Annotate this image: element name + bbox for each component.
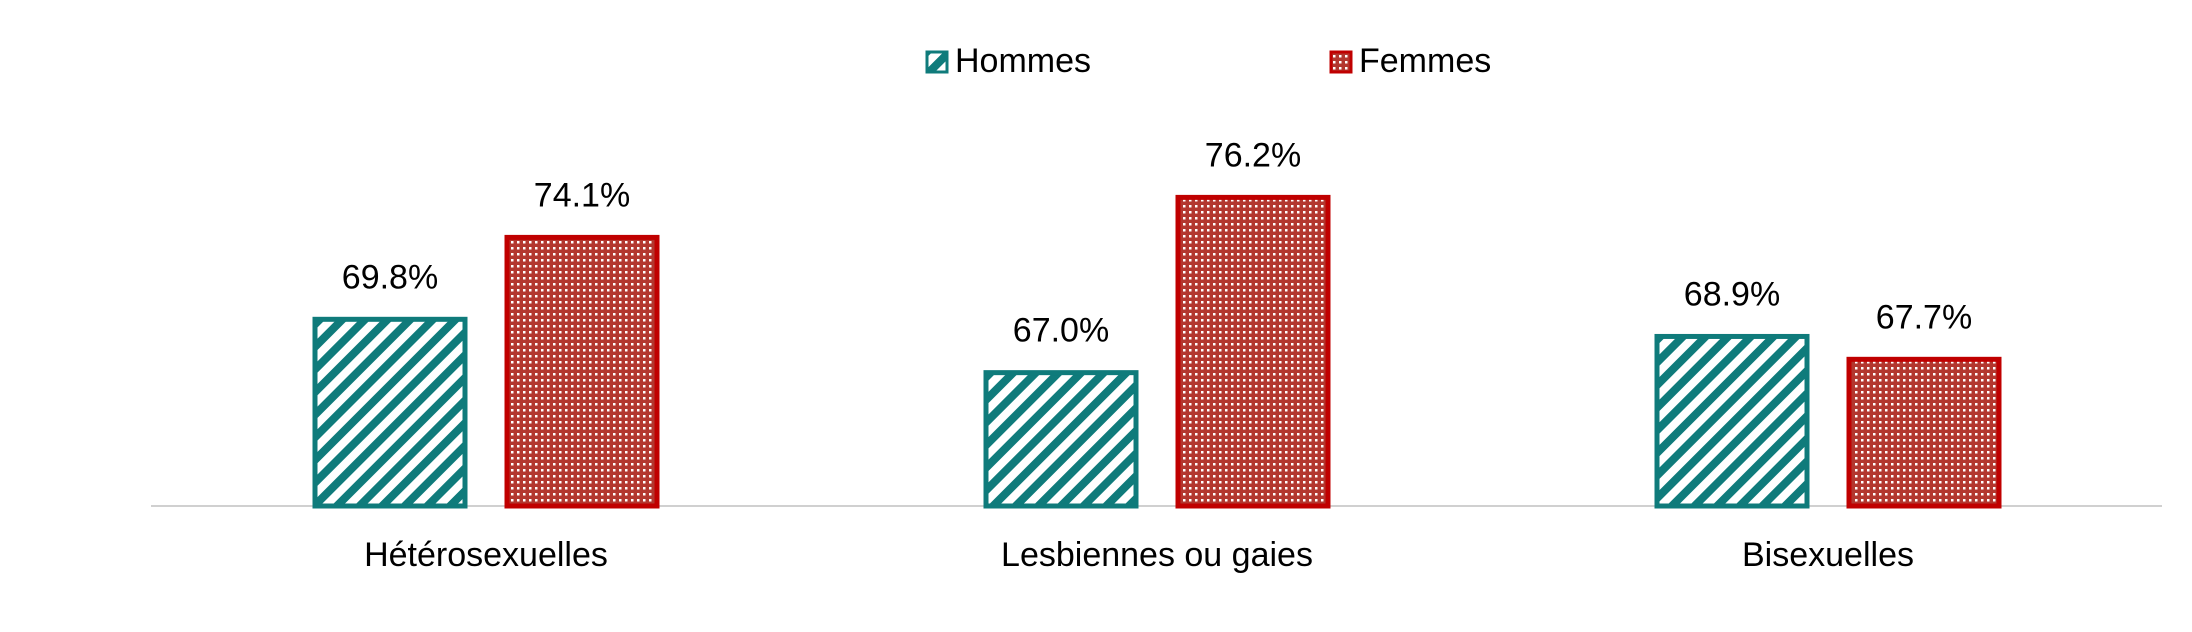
legend-label: Femmes: [1359, 42, 1491, 80]
x-tick-label: Lesbiennes ou gaies: [1001, 536, 1313, 574]
bar: [1654, 333, 1810, 509]
legend-swatch: [1329, 50, 1353, 74]
x-tick-label: Hétérosexuelles: [364, 536, 608, 574]
bar: [1846, 356, 2002, 509]
bar: [312, 316, 468, 509]
bar: [1175, 194, 1331, 509]
data-label: 76.2%: [1205, 136, 1301, 174]
bar: [504, 234, 660, 509]
data-label: 69.8%: [342, 258, 438, 296]
legend-swatch: [925, 50, 949, 74]
legend-label: Hommes: [955, 42, 1091, 80]
bar: [983, 370, 1139, 509]
x-tick-label: Bisexuelles: [1742, 536, 1914, 574]
data-label: 74.1%: [534, 176, 630, 214]
data-label: 67.7%: [1876, 298, 1972, 336]
data-label: 68.9%: [1684, 275, 1780, 313]
data-label: 67.0%: [1013, 312, 1109, 350]
